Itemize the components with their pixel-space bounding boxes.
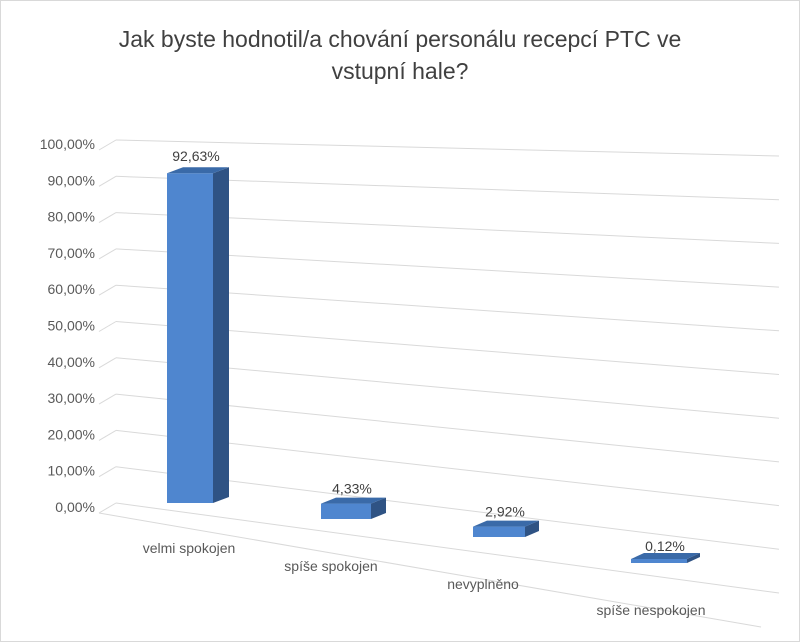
y-tick-label: 30,00% [48, 390, 95, 406]
y-tick-label: 90,00% [48, 172, 95, 188]
data-label: 2,92% [485, 504, 525, 520]
y-tick-label: 20,00% [48, 426, 95, 442]
gridline-stub [98, 321, 117, 332]
data-label: 4,33% [332, 481, 372, 497]
y-tick-label: 80,00% [48, 209, 95, 225]
gridline-stub [98, 175, 117, 187]
gridline-stub [98, 393, 117, 405]
bar [631, 559, 687, 563]
gridline [115, 139, 780, 157]
gridline-stub [98, 429, 117, 441]
y-tick-label: 70,00% [48, 245, 95, 261]
category-label: spíše spokojen [284, 558, 377, 574]
bar [167, 173, 213, 504]
y-tick-label: 40,00% [48, 354, 95, 370]
gridline-stub [98, 357, 117, 369]
bar-top [631, 553, 700, 559]
category-label: spíše nespokojen [597, 602, 706, 618]
gridline-stub [98, 139, 117, 151]
y-tick-label: 60,00% [48, 281, 95, 297]
y-tick-label: 50,00% [48, 318, 95, 334]
gridline [115, 502, 780, 594]
category-label: velmi spokojen [143, 540, 236, 556]
y-tick-label: 10,00% [48, 463, 95, 479]
category-label: nevyplněno [447, 576, 519, 592]
bar-side [371, 497, 386, 519]
bar-side [525, 520, 539, 537]
bar-side [213, 167, 229, 504]
gridline-stub [98, 284, 117, 296]
data-label: 92,63% [172, 148, 219, 164]
bar-side [687, 553, 700, 563]
bar [321, 503, 371, 519]
y-tick-label: 100,00% [40, 136, 95, 152]
floor-edge [98, 512, 762, 628]
bar-top [321, 497, 386, 504]
bar [473, 526, 525, 537]
gridline-stub [98, 212, 117, 224]
gridline-stub [98, 466, 117, 478]
bar-top [167, 167, 229, 174]
gridline-stub [98, 248, 117, 260]
y-tick-label: 0,00% [55, 499, 95, 515]
chart-title: Jak byste hodnotil/a chování personálu r… [118, 26, 682, 84]
bar-top [473, 520, 539, 527]
data-label: 0,12% [645, 538, 685, 554]
gridline-stub [98, 502, 117, 514]
